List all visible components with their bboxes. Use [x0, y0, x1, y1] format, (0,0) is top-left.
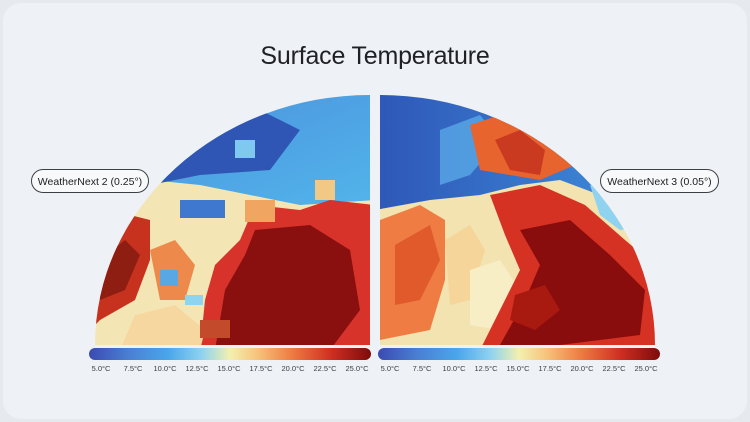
tick-label: 20.0°C [570, 364, 594, 373]
figure-title: Surface Temperature [260, 42, 490, 70]
tick-label: 7.5°C [412, 364, 432, 373]
colorbar-ticks-left: 5.0°C 7.5°C 10.0°C 12.5°C 15.0°C 17.5°C … [89, 364, 371, 376]
tick-label: 5.0°C [91, 364, 111, 373]
tick-label: 17.5°C [538, 364, 562, 373]
tick-label: 15.0°C [217, 364, 241, 373]
tick-label: 5.0°C [380, 364, 400, 373]
colorbar-right [378, 348, 660, 360]
model-label-weathernext-2: WeatherNext 2 (0.25°) [31, 169, 149, 193]
map-weathernext-3 [380, 95, 655, 345]
model-label-weathernext-3: WeatherNext 3 (0.05°) [600, 169, 719, 193]
tick-label: 12.5°C [474, 364, 498, 373]
tick-label: 7.5°C [123, 364, 143, 373]
tick-label: 25.0°C [634, 364, 658, 373]
tick-label: 25.0°C [345, 364, 369, 373]
tick-label: 22.5°C [602, 364, 626, 373]
tick-label: 10.0°C [153, 364, 177, 373]
colorbar-left [89, 348, 371, 360]
tick-label: 12.5°C [185, 364, 209, 373]
tick-label: 10.0°C [442, 364, 466, 373]
panel-divider [370, 92, 380, 348]
tick-label: 20.0°C [281, 364, 305, 373]
map-weathernext-2 [95, 95, 370, 345]
tick-label: 22.5°C [313, 364, 337, 373]
tick-label: 17.5°C [249, 364, 273, 373]
colorbar-ticks-right: 5.0°C 7.5°C 10.0°C 12.5°C 15.0°C 17.5°C … [378, 364, 660, 376]
tick-label: 15.0°C [506, 364, 530, 373]
